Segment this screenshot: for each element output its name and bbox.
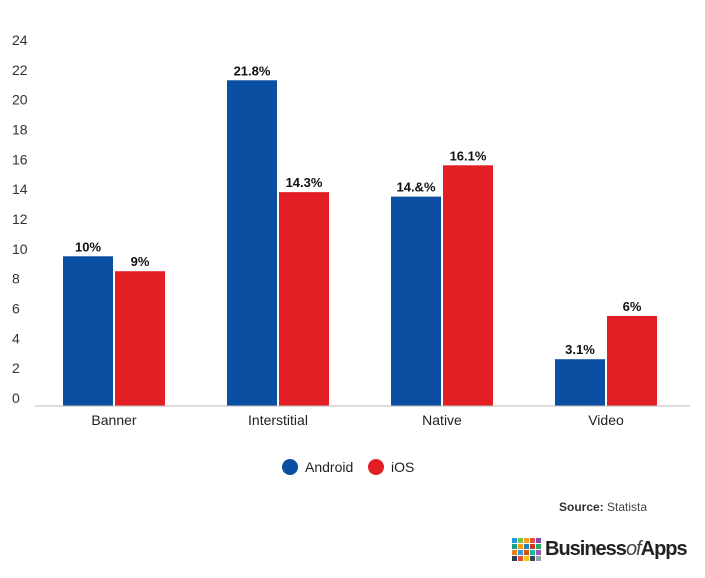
source-value: Statista: [607, 500, 648, 514]
data-label: 21.8%: [234, 63, 271, 78]
logo-tile: [536, 543, 541, 549]
y-tick-label: 16: [12, 151, 28, 167]
data-labels: 10% 9% 21.8% 14.3% 14.&% 16.1% 3.1% 6%: [75, 63, 642, 357]
y-tick-label: 6: [12, 301, 20, 317]
data-label: 9%: [131, 254, 150, 269]
logo-tile: [530, 537, 535, 543]
y-tick-label: 20: [12, 92, 28, 108]
y-tick-label: 12: [12, 211, 28, 227]
logo-tile: [524, 555, 529, 561]
bar-ios-banner: [115, 271, 165, 406]
y-tick-label: 24: [12, 32, 28, 48]
logo-tile: [512, 549, 517, 555]
legend-label: Android: [305, 459, 353, 475]
source-note: Source: Statista: [559, 500, 647, 514]
logo-tile: [518, 549, 523, 555]
logo-tile: [518, 543, 523, 549]
logo-tile: [530, 543, 535, 549]
y-tick-label: 8: [12, 271, 20, 287]
y-tick-label: 0: [12, 390, 20, 406]
data-label: 10%: [75, 239, 101, 254]
y-tick-label: 18: [12, 122, 28, 138]
legend-marker-android: [282, 459, 298, 475]
logo-tile: [530, 555, 535, 561]
bar-android-native: [391, 196, 441, 406]
source-label: Source:: [559, 500, 604, 514]
y-tick-label: 14: [12, 181, 28, 197]
logo-mosaic-icon: [512, 537, 541, 561]
y-tick-label: 10: [12, 241, 28, 257]
data-label: 14.&%: [396, 180, 435, 195]
x-axis: Banner Interstitial Native Video: [91, 412, 624, 428]
bar-android-video: [555, 359, 605, 406]
y-tick-label: 4: [12, 330, 20, 346]
bars: [63, 80, 657, 407]
data-label: 14.3%: [286, 175, 323, 190]
logo-tile: [512, 555, 517, 561]
bar-ios-native: [443, 165, 493, 406]
logo-tile: [512, 537, 517, 543]
bar-ios-interstitial: [279, 192, 329, 406]
x-tick-label: Native: [422, 412, 462, 428]
y-tick-label: 2: [12, 360, 20, 376]
businessofapps-logo: BusinessofApps: [512, 533, 688, 565]
logo-tile: [530, 549, 535, 555]
logo-tile: [518, 555, 523, 561]
legend-label: iOS: [391, 459, 414, 475]
bar-android-banner: [63, 256, 113, 406]
x-tick-label: Video: [588, 412, 624, 428]
bar-android-interstitial: [227, 80, 277, 407]
legend: Android iOS: [282, 459, 414, 475]
logo-wordmark: BusinessofApps: [545, 537, 688, 560]
bar-ios-video: [607, 315, 657, 406]
data-label: 3.1%: [565, 342, 595, 357]
data-label: 6%: [623, 299, 642, 314]
logo-tile: [536, 555, 541, 561]
y-tick-label: 22: [12, 62, 28, 78]
legend-marker-ios: [368, 459, 384, 475]
logo-tile: [536, 549, 541, 555]
logo-tile: [524, 549, 529, 555]
logo-tile: [524, 537, 529, 543]
logo-tile: [512, 543, 517, 549]
logo-tile: [524, 543, 529, 549]
data-label: 16.1%: [450, 148, 487, 163]
logo-tile: [518, 537, 523, 543]
x-tick-label: Banner: [91, 412, 136, 428]
x-tick-label: Interstitial: [248, 412, 308, 428]
logo-tile: [536, 537, 541, 543]
